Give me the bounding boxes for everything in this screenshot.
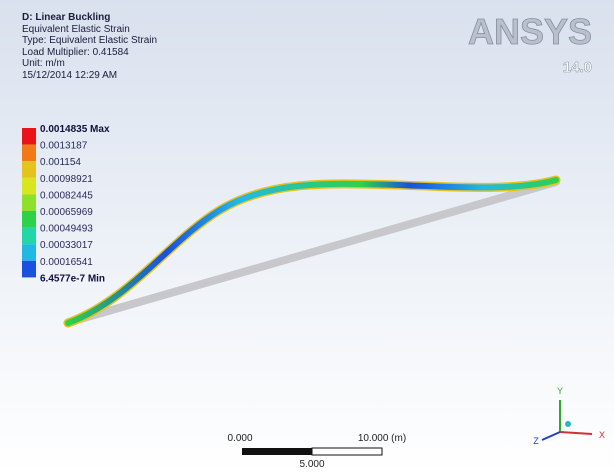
- viewport: D: Linear BucklingEquivalent Elastic Str…: [0, 0, 614, 474]
- logo-version: 14.0: [563, 59, 592, 76]
- legend-label: 0.00033017: [40, 240, 93, 251]
- legend: 0.0014835 Max 0.0013187 0.001154 0.00098921…: [22, 124, 110, 284]
- legend-label: 0.00049493: [40, 224, 93, 235]
- legend-swatch: [22, 194, 36, 211]
- triad-z: [542, 432, 560, 440]
- scale-start: 0.000: [227, 433, 252, 444]
- logo-name: ANSYS: [468, 11, 592, 52]
- triad-origin: [565, 421, 571, 427]
- legend-label: 0.00065969: [40, 207, 93, 218]
- triad-x: [560, 432, 592, 434]
- legend-label: 6.4577e-7 Min: [40, 273, 105, 284]
- legend-swatch: [22, 178, 36, 195]
- triad-y-label: Y: [557, 386, 563, 396]
- graphics: ANSYS 14.0 0.0014835 Max 0.0013187 0.00115…: [0, 0, 614, 474]
- legend-swatch: [22, 161, 36, 178]
- legend-swatch: [22, 244, 36, 261]
- legend-label: 0.0013187: [40, 141, 88, 152]
- legend-label: 0.00016541: [40, 257, 93, 268]
- legend-label: 0.00082445: [40, 190, 93, 201]
- legend-swatch: [22, 128, 36, 145]
- legend-swatch: [22, 228, 36, 245]
- scale-bar-dark: [242, 448, 312, 455]
- legend-swatch: [22, 211, 36, 228]
- triad-x-label: X: [599, 430, 605, 440]
- legend-swatch: [22, 145, 36, 162]
- legend-label: 0.001154: [40, 157, 81, 168]
- undeformed-shape: [70, 182, 556, 322]
- scale-mid: 5.000: [299, 459, 324, 470]
- triad-z-label: Z: [533, 436, 539, 446]
- scale-bar-light: [312, 448, 382, 455]
- scale-end: 10.000 (m): [358, 433, 406, 444]
- legend-swatch: [22, 261, 36, 278]
- legend-label: 0.00098921: [40, 174, 93, 185]
- legend-label: 0.0014835 Max: [40, 124, 110, 135]
